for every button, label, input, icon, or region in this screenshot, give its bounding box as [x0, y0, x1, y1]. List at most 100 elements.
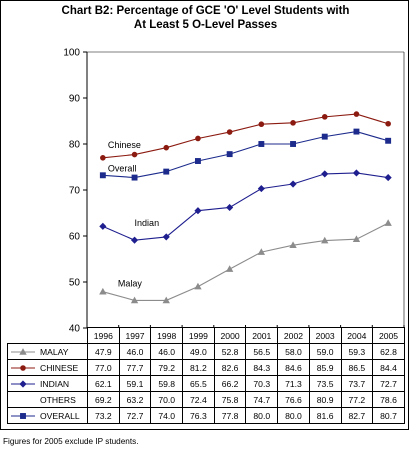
- data-point-indian: [130, 236, 139, 244]
- table-cell-overall: 74.0: [150, 407, 184, 424]
- data-point-chinese: [385, 120, 391, 127]
- table-row-others: OTHERS 69.2 63.2 70.0 72.4 75.8 74.7 76.6 80.9 77…: [7, 391, 405, 408]
- data-point-overall: [163, 168, 170, 175]
- table-cell-indian: 66.2: [213, 375, 247, 392]
- data-point-overall: [131, 174, 138, 181]
- legend-marker-indian: [11, 380, 35, 388]
- table-cell-chinese: 81.2: [182, 359, 215, 376]
- legend-symbol-chinese: [20, 365, 26, 372]
- table-cell-chinese: 84.6: [277, 359, 310, 376]
- table-row-chinese: CHINESE 77.0 77.7 79.2 81.2 82.6 84.3 84.6 85.9 8…: [7, 359, 405, 376]
- legend-symbol-overall: [20, 413, 26, 420]
- legend-symbol-indian: [19, 380, 27, 388]
- y-tick-label: 80: [69, 140, 81, 151]
- table-cell-overall: 82.7: [340, 407, 374, 424]
- data-point-indian: [352, 169, 361, 177]
- table-cell-others: 69.2: [87, 391, 120, 408]
- data-point-indian: [194, 207, 202, 215]
- data-point-malay: [321, 236, 329, 244]
- table-cell-chinese: 82.6: [213, 359, 247, 376]
- data-point-malay: [289, 241, 297, 249]
- year-header: 1999: [182, 327, 215, 344]
- series-line-overall: [102, 131, 389, 179]
- legend-name-indian: INDIAN: [40, 378, 70, 389]
- data-point-indian: [162, 233, 170, 241]
- legend-name-others: OTHERS: [40, 394, 76, 405]
- footnote: Figures for 2005 exclude IP students.: [3, 437, 139, 446]
- table-cell-others: 80.9: [308, 391, 342, 408]
- data-point-indian: [321, 170, 329, 178]
- table-header-row: 1996 1997 1998 1999 2000 2001 2002 2003 2004 2005: [7, 327, 405, 344]
- year-header: 2003: [308, 327, 342, 344]
- table-cell-chinese: 86.5: [340, 359, 374, 376]
- table-cell-chinese: 85.9: [308, 359, 342, 376]
- legend-name-chinese: CHINESE: [40, 362, 79, 373]
- table-cell-others: 72.4: [182, 391, 215, 408]
- table-cell-others: 77.2: [340, 391, 374, 408]
- legend-cell-chinese: CHINESE: [7, 359, 88, 376]
- data-point-overall: [194, 158, 201, 164]
- table-cell-others: 70.0: [150, 391, 184, 408]
- table-cell-malay: 46.0: [150, 343, 184, 360]
- data-point-chinese: [195, 135, 201, 142]
- table-row-malay: MALAY 47.9 46.0 46.0 49.0 52.8 56.5 58.0 59.0 59.…: [7, 343, 405, 360]
- table-cell-others: 76.6: [277, 391, 310, 408]
- table-cell-malay: 49.0: [182, 343, 215, 360]
- data-point-indian: [384, 174, 392, 182]
- year-header: 2005: [372, 327, 405, 344]
- data-point-chinese: [353, 111, 360, 117]
- year-header: 1998: [150, 327, 184, 344]
- legend-symbol-malay: [19, 348, 27, 356]
- table-cell-chinese: 79.2: [150, 359, 184, 376]
- data-point-malay: [194, 282, 202, 290]
- table-cell-malay: 62.8: [372, 343, 405, 360]
- data-table: 1996 1997 1998 1999 2000 2001 2002 2003 2004 2005…: [7, 327, 405, 424]
- table-cell-overall: 80.7: [372, 407, 405, 424]
- y-tick-label: 50: [69, 278, 81, 289]
- table-cell-overall: 77.8: [213, 407, 247, 424]
- table-cell-overall: 73.2: [87, 407, 120, 424]
- table-cell-malay: 59.3: [340, 343, 374, 360]
- table-cell-indian: 59.1: [118, 375, 152, 392]
- legend-marker-malay: [11, 348, 35, 356]
- table-cell-malay: 52.8: [213, 343, 247, 360]
- data-point-malay: [99, 287, 107, 295]
- table-cell-indian: 73.5: [308, 375, 342, 392]
- table-cell-chinese: 77.0: [87, 359, 120, 376]
- table-cell-others: 78.6: [372, 391, 405, 408]
- data-point-overall: [321, 133, 328, 140]
- table-cell-overall: 80.0: [245, 407, 279, 424]
- legend-cell-overall: OVERALL: [7, 407, 88, 424]
- legend-name-overall: OVERALL: [40, 410, 80, 421]
- year-header: 1997: [118, 327, 152, 344]
- data-point-indian: [99, 222, 107, 230]
- table-cell-indian: 65.5: [182, 375, 215, 392]
- data-point-overall: [385, 137, 392, 144]
- table-cell-indian: 59.8: [150, 375, 184, 392]
- table-cell-indian: 72.7: [372, 375, 405, 392]
- table-cell-overall: 76.3: [182, 407, 215, 424]
- data-point-malay: [257, 248, 266, 255]
- data-point-chinese: [100, 155, 106, 161]
- table-cell-chinese: 84.4: [372, 359, 405, 376]
- chart-title: Chart B2: Percentage of GCE 'O' Level St…: [0, 4, 411, 32]
- table-corner: [7, 327, 88, 344]
- data-point-chinese: [163, 144, 170, 151]
- series-label-malay: Malay: [118, 279, 143, 289]
- table-cell-indian: 70.3: [245, 375, 279, 392]
- data-point-malay: [384, 219, 392, 226]
- table-cell-others: 63.2: [118, 391, 152, 408]
- table-cell-others: 75.8: [213, 391, 247, 408]
- series-line-malay: [102, 222, 389, 301]
- series-label-indian: Indian: [135, 218, 160, 228]
- table-cell-indian: 62.1: [87, 375, 120, 392]
- year-header: 2000: [213, 327, 247, 344]
- legend-cell-others: OTHERS: [7, 391, 88, 408]
- table-cell-chinese: 77.7: [118, 359, 152, 376]
- data-point-chinese: [290, 120, 296, 126]
- data-point-chinese: [258, 121, 265, 128]
- table-cell-malay: 56.5: [245, 343, 279, 360]
- table-cell-overall: 80.0: [277, 407, 310, 424]
- data-point-chinese: [131, 151, 138, 158]
